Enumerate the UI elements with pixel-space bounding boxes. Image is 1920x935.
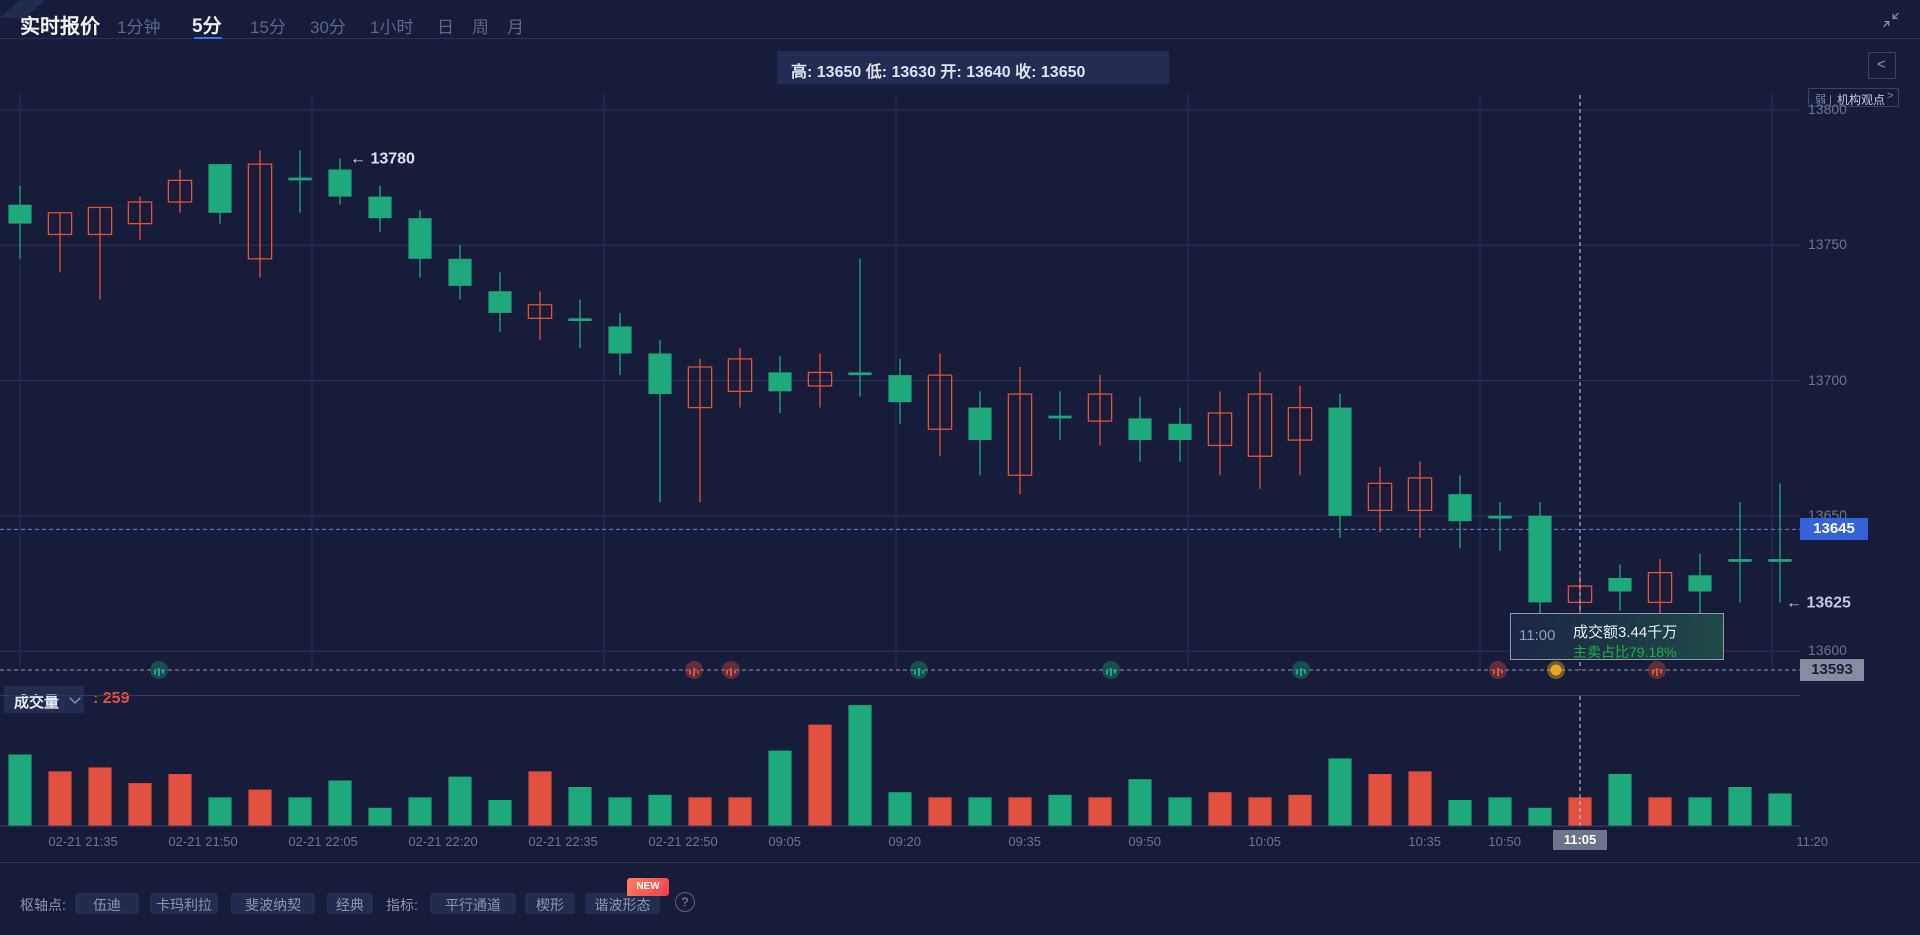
svg-text:← 13780: ← 13780 xyxy=(350,151,415,168)
